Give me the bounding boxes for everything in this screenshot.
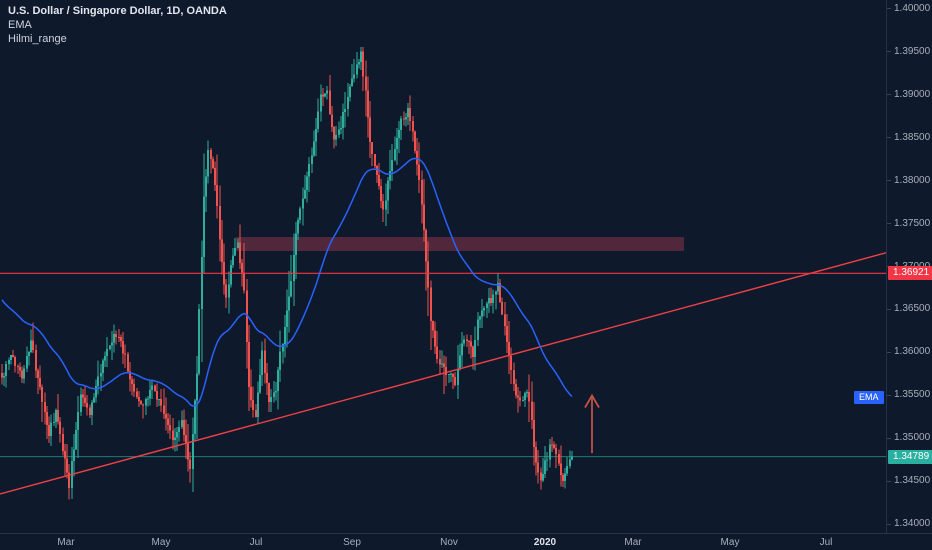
price-tick-label: 1.35000 bbox=[887, 432, 932, 444]
ema-value-label: EMA bbox=[854, 390, 884, 404]
last-price-label: 1.34789 bbox=[888, 449, 932, 464]
candlesticks bbox=[1, 46, 573, 500]
time-tick-label: May bbox=[151, 537, 171, 548]
time-tick-label: 2020 bbox=[533, 537, 557, 548]
time-axis[interactable]: Mar May Jul Sep Nov 2020 Mar May Jul bbox=[0, 533, 932, 550]
price-tick-label: 1.35500 bbox=[887, 389, 932, 401]
ema-line[interactable] bbox=[1, 157, 573, 407]
price-tick-label: 1.36000 bbox=[887, 346, 932, 358]
price-tick-label: 1.37500 bbox=[887, 218, 932, 230]
time-tick-label: Mar bbox=[57, 537, 75, 548]
legend-indicator-hilmi-range[interactable]: Hilmi_range bbox=[8, 33, 67, 45]
time-tick-label: Mar bbox=[624, 537, 642, 548]
time-tick-label: Nov bbox=[440, 537, 458, 548]
chart-layer: EMA bbox=[0, 0, 886, 533]
legend-symbol[interactable]: U.S. Dollar / Singapore Dollar, 1D, OAND… bbox=[8, 5, 227, 17]
price-tick-label: 1.40000 bbox=[887, 3, 932, 15]
price-tick-label: 1.38000 bbox=[887, 175, 932, 187]
time-tick-label: May bbox=[720, 537, 740, 548]
up-arrow-drawing[interactable] bbox=[584, 393, 600, 454]
time-tick-label: Sep bbox=[343, 537, 361, 548]
price-tick-label: 1.39000 bbox=[887, 89, 932, 101]
legend-indicator-ema[interactable]: EMA bbox=[8, 19, 32, 31]
price-tick-label: 1.39500 bbox=[887, 46, 932, 58]
price-axis[interactable]: 1.36921 1.34789 1.40000 1.39500 1.39000 1.3… bbox=[886, 0, 932, 533]
price-chart-canvas[interactable] bbox=[0, 0, 886, 533]
chart-legend: U.S. Dollar / Singapore Dollar, 1D, OAND… bbox=[8, 4, 227, 46]
price-tick-label: 1.38500 bbox=[887, 132, 932, 144]
supply-zone-rectangle[interactable] bbox=[236, 237, 684, 252]
ascending-trendline[interactable] bbox=[0, 252, 886, 495]
price-tick-label: 1.36500 bbox=[887, 303, 932, 315]
level-price-label: 1.36921 bbox=[888, 266, 932, 281]
time-tick-label: Jul bbox=[249, 537, 263, 548]
price-tick-label: 1.34500 bbox=[887, 475, 932, 487]
price-tick-label: 1.34000 bbox=[887, 518, 932, 530]
time-tick-label: Jul bbox=[819, 537, 833, 548]
